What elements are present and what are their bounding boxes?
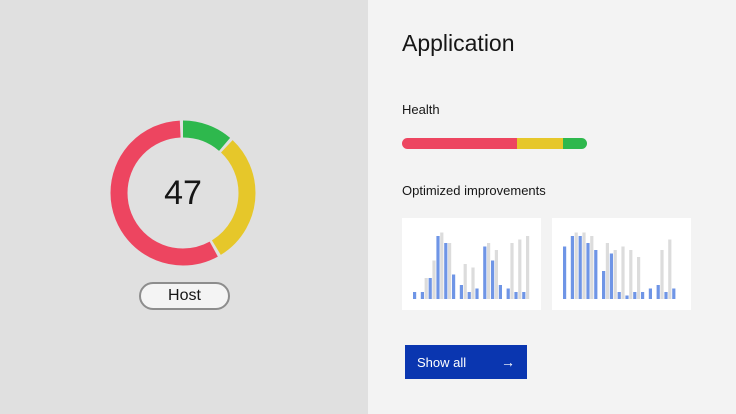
- bar-primary: [428, 278, 432, 299]
- improvements-label: Optimized improvements: [402, 183, 546, 198]
- bar-primary: [672, 288, 676, 299]
- bar-primary: [625, 295, 629, 299]
- bar-secondary: [637, 257, 641, 299]
- bar-primary: [617, 292, 621, 299]
- bar-primary: [522, 292, 526, 299]
- bar-primary: [594, 250, 598, 299]
- health-segment-red: [402, 138, 517, 149]
- bar-primary: [413, 292, 417, 299]
- bar-secondary: [613, 250, 617, 299]
- donut-segment-red: [110, 120, 256, 266]
- arrow-right-icon: →: [501, 354, 515, 370]
- bar-secondary: [494, 250, 498, 299]
- bar-secondary: [432, 260, 436, 299]
- bar-secondary: [668, 239, 672, 299]
- bar-secondary: [526, 236, 530, 299]
- bar-secondary: [440, 232, 444, 299]
- bar-primary: [483, 246, 487, 299]
- show-all-button[interactable]: Show all →: [405, 345, 527, 379]
- bar-secondary: [621, 246, 625, 299]
- host-panel: 47 Host: [0, 0, 368, 414]
- bar-primary: [570, 236, 574, 299]
- bar-primary: [633, 292, 637, 299]
- health-bar: [402, 138, 587, 149]
- bar-primary: [656, 285, 660, 299]
- donut-segment-green: [110, 120, 256, 266]
- bar-primary: [578, 236, 582, 299]
- bar-primary: [609, 253, 613, 299]
- bar-secondary: [518, 239, 522, 299]
- application-panel: Application Health Optimized improvement…: [368, 0, 736, 414]
- bar-primary: [491, 260, 495, 299]
- bar-secondary: [424, 278, 428, 299]
- bar-primary: [444, 243, 448, 299]
- bar-primary: [506, 288, 510, 299]
- bar-primary: [498, 285, 502, 299]
- bar-primary: [648, 288, 652, 299]
- bar-primary: [514, 292, 518, 299]
- bar-secondary: [660, 250, 664, 299]
- improvements-chart-2[interactable]: [552, 218, 691, 310]
- bar-primary: [664, 292, 668, 299]
- health-donut-chart: 47: [108, 118, 258, 268]
- bar-secondary: [590, 236, 594, 299]
- bar-secondary: [605, 243, 609, 299]
- bar-secondary: [471, 267, 475, 299]
- bar-primary: [586, 243, 590, 299]
- bar-secondary: [629, 250, 633, 299]
- bar-secondary: [574, 232, 578, 299]
- bar-secondary: [448, 243, 452, 299]
- health-segment-green: [562, 138, 587, 149]
- health-score: 47: [164, 173, 202, 212]
- improvements-chart-1[interactable]: [402, 218, 541, 310]
- bar-primary: [436, 236, 440, 299]
- show-all-label: Show all: [417, 354, 467, 370]
- page-title: Application: [402, 30, 515, 56]
- health-label: Health: [402, 102, 440, 117]
- host-button[interactable]: Host: [139, 282, 230, 310]
- bar-secondary: [510, 243, 514, 299]
- bar-primary: [467, 292, 471, 299]
- bar-primary: [602, 271, 606, 299]
- health-segment-yellow: [516, 138, 563, 149]
- bar-primary: [420, 292, 424, 299]
- donut-segment-yellow: [110, 120, 256, 266]
- bar-secondary: [487, 243, 491, 299]
- bar-primary: [475, 288, 479, 299]
- bar-primary: [452, 274, 456, 299]
- bar-primary: [459, 285, 463, 299]
- bar-secondary: [463, 264, 467, 299]
- bar-secondary: [582, 232, 586, 299]
- bar-primary: [563, 246, 567, 299]
- bar-primary: [641, 292, 645, 299]
